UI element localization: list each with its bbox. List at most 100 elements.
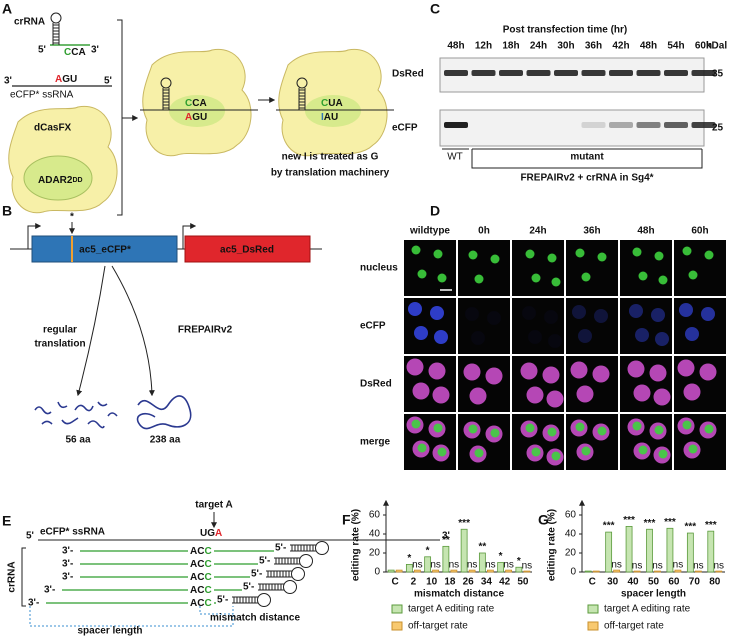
micrograph xyxy=(620,240,672,296)
cell xyxy=(428,362,446,380)
column-label: wildtype xyxy=(409,226,450,237)
crrna-seq: ACC xyxy=(190,546,212,557)
bar xyxy=(674,569,682,573)
mutation-star: * xyxy=(70,212,74,223)
cell xyxy=(655,332,669,346)
bar xyxy=(405,564,413,573)
nucleus xyxy=(597,252,607,262)
nucleus xyxy=(704,424,714,434)
significance-label: ns xyxy=(611,560,622,571)
nucleus xyxy=(597,426,607,436)
promoter xyxy=(182,223,197,249)
path-label: translation xyxy=(34,339,85,350)
crrna-seq-part: C xyxy=(204,598,211,609)
crrna-label: crRNA xyxy=(14,17,45,28)
y-axis-label: editing rate (%) xyxy=(351,509,362,581)
y-tick-label: 0 xyxy=(570,567,576,578)
nucleus xyxy=(525,423,535,433)
blot-band xyxy=(609,70,633,76)
crrna-seq: CCA xyxy=(185,98,207,109)
legend-label: off-target rate xyxy=(408,621,468,632)
cell xyxy=(592,365,610,383)
crrna-seq-part: C xyxy=(204,546,211,557)
crrna-seq-part: UA xyxy=(328,98,342,109)
bar xyxy=(646,528,653,573)
peptide xyxy=(57,401,68,409)
end-label: 5'- xyxy=(259,556,270,567)
cell xyxy=(683,383,701,401)
y-tick-label: 40 xyxy=(369,529,381,540)
crrna-seq-part: CA xyxy=(71,47,85,58)
panel-label: A xyxy=(2,1,12,17)
legend-swatch xyxy=(391,604,403,614)
x-tick-label: 60 xyxy=(668,577,680,588)
cell xyxy=(649,364,667,382)
ssrna-seq: UGA xyxy=(200,528,222,539)
x-tick-label: 10 xyxy=(426,577,438,588)
ssrna-seq: IAU xyxy=(321,112,338,123)
blot xyxy=(439,109,705,147)
column-label: 48h xyxy=(637,226,654,237)
peptide xyxy=(61,417,79,425)
micrograph xyxy=(566,240,618,296)
domain-name-part: ADAR2 xyxy=(38,175,73,186)
lane-label: 48h xyxy=(640,41,657,52)
nucleus xyxy=(490,428,500,438)
cell xyxy=(633,384,651,402)
significance-label: ns xyxy=(673,560,684,571)
bar xyxy=(654,570,661,573)
nucleus xyxy=(682,246,692,256)
micrograph xyxy=(458,356,510,412)
legend-swatch xyxy=(587,604,599,614)
blot-band xyxy=(664,122,688,128)
cell xyxy=(679,303,693,317)
crrna-seq: ACC xyxy=(190,559,212,570)
end-label: 5' xyxy=(38,45,46,56)
end-label: 5'- xyxy=(251,569,262,580)
nucleus xyxy=(531,273,541,283)
cell xyxy=(594,309,608,323)
end-label: 5' xyxy=(26,531,34,542)
nucleus xyxy=(411,419,421,429)
significance-label: *** xyxy=(603,521,615,532)
row-label: merge xyxy=(360,437,390,448)
panel-label: D xyxy=(430,203,440,219)
significance-label: *** xyxy=(644,518,656,529)
condition-label: FREPAIRv2 + crRNA in Sg4* xyxy=(520,173,653,184)
nucleus xyxy=(468,424,478,434)
panel-label: E xyxy=(2,513,11,529)
micrograph xyxy=(512,298,564,354)
peptide xyxy=(97,401,108,407)
y-tick-label: 20 xyxy=(369,548,381,559)
path-label: regular xyxy=(43,325,77,336)
bar xyxy=(432,569,440,573)
group-label: mutant xyxy=(570,152,604,163)
cell xyxy=(576,385,594,403)
column-label: 24h xyxy=(529,226,546,237)
significance-label: ns xyxy=(632,561,643,572)
nucleus xyxy=(682,420,692,430)
micrograph xyxy=(458,240,510,296)
significance-label: ns xyxy=(652,561,663,572)
bar xyxy=(715,570,723,573)
hairpin-loop xyxy=(257,593,271,607)
ssrna-seq-part: I xyxy=(321,112,324,123)
crrna-seq: ACC xyxy=(190,572,212,583)
significance-label: *** xyxy=(623,515,635,526)
crrna-seq-part: C xyxy=(64,47,71,58)
gene-box xyxy=(184,235,311,263)
micrograph xyxy=(458,414,510,470)
bar xyxy=(387,569,395,573)
gene-label: ac5_DsRed xyxy=(220,245,274,256)
cell xyxy=(471,331,485,345)
bar xyxy=(707,530,715,573)
bar xyxy=(625,526,633,573)
panel-e-shapes xyxy=(21,512,440,627)
blot-title: Post transfection time (hr) xyxy=(503,25,627,36)
nucleus xyxy=(490,254,500,264)
end-label: 3'- xyxy=(44,585,55,596)
end-label: 3'- xyxy=(62,546,73,557)
peptides xyxy=(34,395,192,430)
lane-label: 12h xyxy=(475,41,492,52)
cell xyxy=(526,386,544,404)
